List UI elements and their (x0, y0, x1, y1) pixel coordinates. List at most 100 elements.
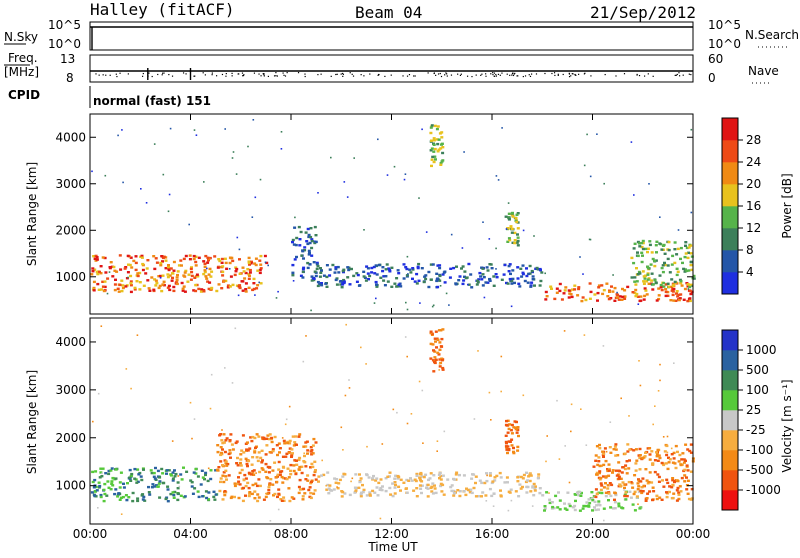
heatmap-cell (236, 456, 239, 460)
heatmap-cell (304, 231, 308, 234)
heatmap-cell (655, 494, 659, 497)
heatmap-cell (538, 491, 542, 495)
heatmap-cell (255, 484, 259, 488)
heatmap-cell (679, 293, 683, 296)
heatmap-cell (199, 290, 203, 293)
heatmap-cell (514, 490, 518, 493)
heatmap-cell (129, 256, 133, 259)
heatmap-cell (99, 495, 103, 499)
nave-dot (471, 75, 473, 78)
heatmap-cell (253, 449, 257, 452)
heatmap-cell (674, 466, 678, 470)
heatmap-cell (153, 485, 157, 488)
heatmap-cell (328, 268, 332, 271)
heatmap-cell (687, 246, 691, 249)
heatmap-cell (601, 450, 605, 453)
heatmap-cell (130, 266, 134, 269)
heatmap-cell (97, 481, 101, 484)
nave-dot (341, 72, 344, 75)
heatmap-cell (166, 485, 170, 488)
heatmap-cell (235, 462, 239, 465)
heatmap-cell (521, 272, 525, 276)
heatmap-cell (275, 444, 279, 447)
heatmap-cell (285, 477, 289, 481)
heatmap-cell (685, 464, 689, 467)
heatmap-cell (390, 285, 394, 288)
heatmap-cell (605, 282, 609, 285)
heatmap-cell (598, 470, 602, 473)
colorbar-swatch (722, 490, 738, 511)
heatmap-cell (548, 498, 552, 501)
heatmap-cell (592, 465, 596, 468)
heatmap-cell (594, 454, 598, 457)
colorbar-tick-label: 25 (746, 403, 761, 417)
heatmap-cell (169, 267, 173, 270)
nave-dot (675, 74, 677, 76)
heatmap-cell (485, 500, 488, 502)
heatmap-cell (494, 273, 498, 276)
heatmap-cell (641, 490, 645, 493)
heatmap-cell (355, 280, 359, 283)
heatmap-cell (502, 273, 506, 276)
heatmap-cell (310, 239, 314, 243)
heatmap-cell (658, 496, 662, 499)
heatmap-cell (231, 259, 235, 263)
heatmap-cell (677, 293, 681, 297)
heatmap-cell (505, 281, 508, 285)
heatmap-cell (557, 491, 560, 494)
heatmap-cell (352, 274, 356, 278)
heatmap-cell (377, 263, 381, 267)
heatmap-cell (692, 274, 696, 278)
heatmap-cell (431, 482, 435, 485)
heatmap-cell (196, 275, 200, 278)
heatmap-cell (229, 433, 233, 436)
freq-label: Freq. (8, 51, 38, 65)
heatmap-cell (306, 449, 310, 452)
heatmap-cell (636, 295, 640, 298)
heatmap-cell (273, 435, 277, 439)
heatmap-cell (275, 480, 279, 484)
heatmap-cell (311, 465, 315, 469)
heatmap-cell (685, 269, 689, 273)
heatmap-cell (161, 283, 165, 286)
heatmap-cell (307, 233, 311, 237)
heatmap-cell (309, 227, 313, 230)
heatmap-cell (250, 260, 253, 263)
heatmap-cell (554, 494, 558, 498)
heatmap-cell (665, 444, 669, 448)
nave-dot (570, 75, 572, 77)
heatmap-cell (641, 241, 645, 245)
heatmap-cell (660, 266, 664, 270)
heatmap-cell (306, 474, 310, 477)
heatmap-cell (365, 494, 369, 497)
heatmap-cell (653, 259, 656, 262)
heatmap-cell (397, 272, 401, 275)
heatmap-cell (303, 454, 306, 458)
heatmap-cell (172, 260, 176, 264)
nave-dot (284, 75, 287, 77)
heatmap-cell (630, 256, 634, 260)
colorbar-swatch (722, 228, 738, 251)
heatmap-cell (545, 491, 549, 494)
heatmap-cell (178, 485, 181, 488)
heatmap-cell (188, 258, 192, 261)
heatmap-cell (623, 452, 627, 455)
heatmap-cell (262, 498, 266, 501)
heatmap-cell (267, 437, 271, 441)
heatmap-cell (672, 299, 676, 302)
heatmap-cell (326, 471, 330, 474)
heatmap-cell (119, 268, 123, 271)
heatmap-cell (344, 394, 347, 397)
heatmap-cell (244, 282, 248, 285)
heatmap-cell (183, 275, 187, 278)
heatmap-cell (258, 484, 262, 488)
heatmap-cell (326, 483, 330, 487)
heatmap-cell (685, 465, 689, 469)
heatmap-cell (341, 269, 345, 273)
heatmap-cell (194, 472, 198, 475)
heatmap-cell (584, 504, 588, 508)
heatmap-cell (526, 479, 530, 482)
heatmap-cell (671, 483, 675, 487)
heatmap-cell (277, 290, 279, 293)
heatmap-cell (662, 485, 666, 488)
